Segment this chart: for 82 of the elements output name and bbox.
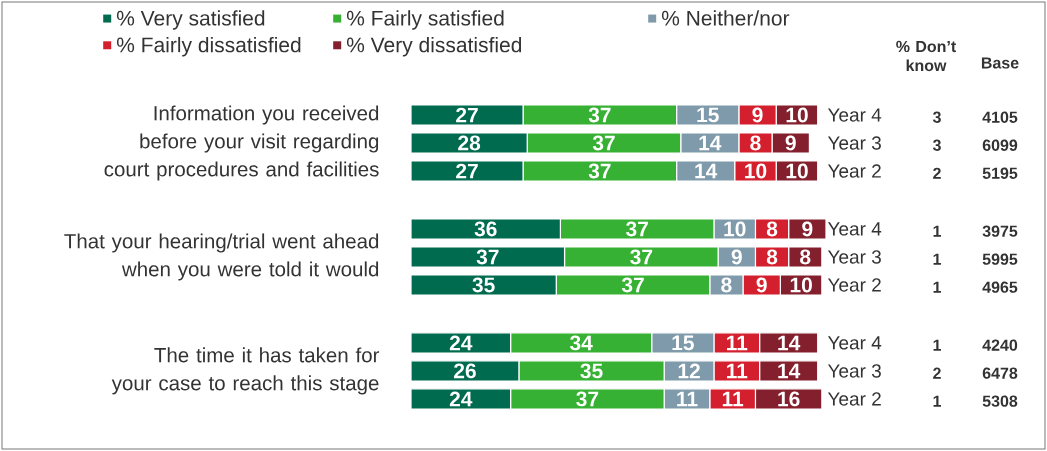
data-label: 8: [721, 277, 732, 293]
legend-label: % Fairly satisfied: [346, 10, 504, 30]
y-tick-label: Year 2: [827, 164, 881, 178]
data-label: 24: [449, 335, 473, 351]
text: 1: [933, 253, 942, 265]
text: 3: [932, 111, 941, 123]
legend-label: % Fairly dissatisfied: [116, 36, 301, 57]
data-label: 8: [800, 249, 811, 265]
text: Base: [981, 57, 1019, 69]
data-label: 9: [802, 221, 813, 237]
data-label: 26: [454, 363, 476, 379]
data-label: 35: [472, 277, 495, 293]
legend-label: % Neither/nor: [661, 10, 790, 26]
data-label: 9: [731, 249, 742, 265]
data-label: 14: [778, 335, 801, 351]
y-tick-label: Year 3: [827, 364, 881, 378]
data-label: 35: [580, 363, 603, 379]
data-label: 14: [778, 363, 801, 379]
text: 1: [933, 281, 942, 293]
data-label: 34: [569, 335, 593, 351]
data-label: 37: [621, 277, 644, 293]
data-label: 24: [449, 391, 473, 407]
data-label: 11: [727, 335, 748, 351]
legend-label: % Very satisfied: [116, 10, 265, 30]
text: 5995: [982, 253, 1018, 265]
data-label: 8: [766, 249, 778, 265]
data-label: 37: [588, 107, 611, 123]
data-label: 37: [576, 391, 599, 407]
data-label: 37: [630, 249, 653, 265]
text: 4105: [982, 111, 1018, 123]
data-label: 27: [456, 107, 478, 123]
data-label: 14: [695, 163, 718, 179]
text: 5195: [982, 167, 1018, 179]
data-label: 11: [722, 391, 744, 407]
data-label: 10: [745, 163, 767, 179]
text: 1: [933, 339, 942, 351]
text: 1: [933, 225, 942, 237]
text: The time it has taken for your case to reach this stage: [111, 347, 380, 395]
data-label: 10: [724, 221, 746, 237]
data-label: 11: [727, 363, 748, 379]
data-label: 28: [458, 135, 481, 151]
data-label: 37: [476, 249, 499, 265]
text: % Don’t know: [896, 40, 957, 72]
data-label: 9: [756, 277, 767, 293]
text: 1: [933, 395, 942, 407]
text: 6099: [982, 139, 1018, 151]
data-label: 10: [786, 163, 808, 179]
data-label: 14: [699, 135, 722, 151]
data-label: 10: [790, 277, 812, 293]
data-label: 36: [474, 221, 497, 237]
data-label: 12: [678, 363, 700, 379]
y-tick-label: Year 2: [827, 392, 881, 406]
text: 6478: [982, 367, 1018, 379]
data-label: 11: [677, 391, 698, 407]
data-label: 37: [592, 135, 615, 151]
data-label: 37: [588, 163, 611, 179]
data-label: 8: [766, 221, 778, 237]
y-tick-label: Year 3: [827, 250, 881, 264]
data-label: 16: [778, 391, 800, 407]
data-label: 15: [672, 335, 694, 351]
text: 4965: [982, 281, 1018, 293]
text: 5308: [982, 395, 1018, 407]
text: 3: [932, 139, 941, 151]
y-tick-label: Year 3: [827, 136, 881, 150]
y-tick-label: Year 4: [827, 108, 882, 122]
data-label: 8: [750, 135, 761, 151]
text: 4240: [982, 339, 1018, 351]
text: 3975: [982, 225, 1018, 237]
data-label: 15: [697, 107, 719, 123]
y-tick-label: Year 4: [827, 222, 882, 236]
data-label: 27: [456, 163, 478, 179]
text: 2: [933, 167, 941, 179]
data-label: 9: [785, 135, 796, 151]
y-tick-label: Year 2: [827, 278, 881, 292]
text: Information you received before your visit regarding court procedures and facilities: [104, 105, 379, 181]
y-tick-label: Year 4: [827, 336, 882, 350]
data-label: 37: [625, 221, 648, 237]
text: That your hearing/trial went ahead when you were told it would: [64, 233, 379, 281]
legend-label: % Very dissatisfied: [346, 36, 522, 57]
data-label: 10: [786, 107, 808, 123]
text: 2: [933, 367, 941, 379]
data-label: 9: [752, 107, 763, 123]
